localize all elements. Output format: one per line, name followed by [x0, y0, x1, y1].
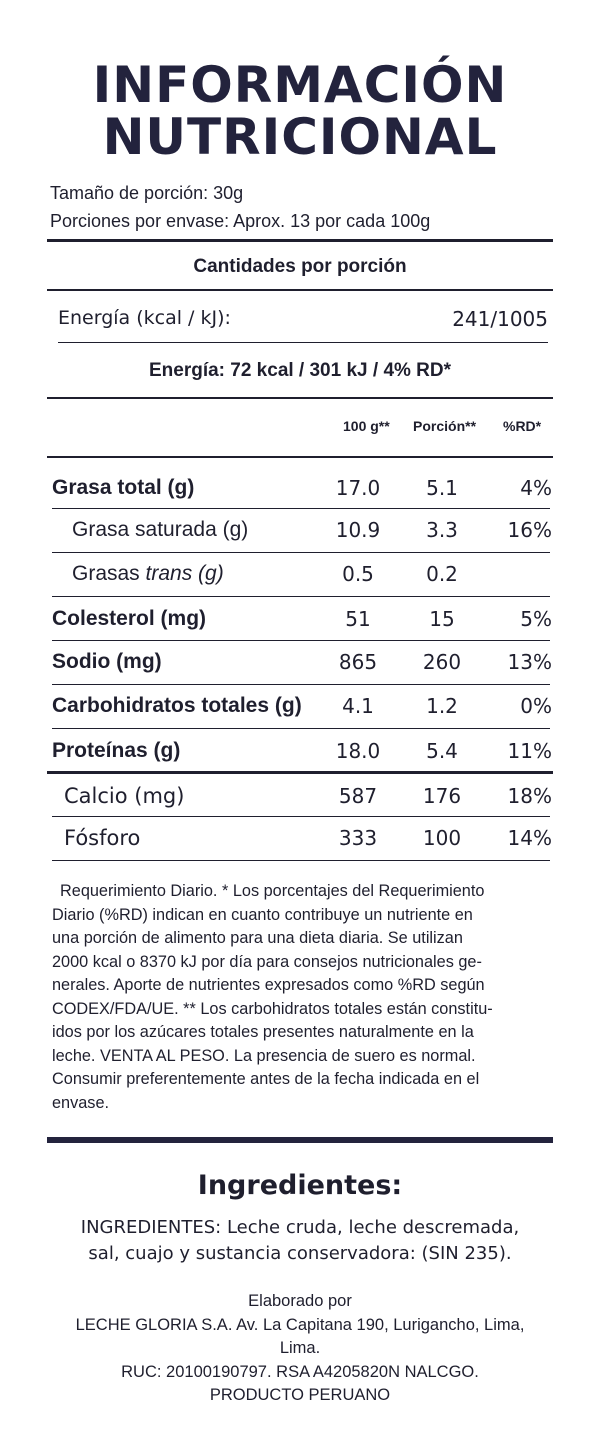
- value-per-portion: 15: [429, 607, 455, 631]
- value-per-100g: 17.0: [335, 476, 381, 500]
- disclaimer: Requerimiento Diario. * Los porcentajes …: [52, 880, 545, 1115]
- energy-label: Energía (kcal / kJ):: [58, 307, 231, 329]
- footer-line: LECHE GLORIA S.A. Av. La Capitana 190, L…: [75, 1315, 525, 1334]
- nutrient-row-carbohidratos: Carbohidratos totales (g) 4.1 1.2 0%: [52, 694, 552, 724]
- nutrient-name: Sodio (mg): [52, 650, 162, 673]
- ingredients-line: INGREDIENTES: Leche cruda, leche descrem…: [80, 1217, 520, 1238]
- divider-thin: [52, 728, 550, 729]
- column-header-rd: %RD*: [503, 418, 542, 434]
- nutrient-name: Carbohidratos totales (g): [52, 694, 302, 717]
- value-per-100g: 4.1: [342, 694, 374, 718]
- disclaimer-line: Diario (%RD) indican en cuanto contribuy…: [52, 905, 473, 924]
- disclaimer-line: una porción de alimento para una dieta d…: [52, 929, 463, 947]
- nutrient-row-fosforo: Fósforo 333 100 14%: [52, 826, 552, 856]
- nutrient-name: Calcio (mg): [64, 784, 185, 808]
- divider: [47, 456, 553, 458]
- footer-line: Lima.: [279, 1339, 321, 1357]
- footer-line: Elaborado por: [248, 1292, 352, 1310]
- nutrient-name: Grasas trans (g): [72, 562, 224, 586]
- divider-thin: [52, 816, 550, 817]
- energy-summary: Energía: 72 kcal / 301 kJ / 4% RD*: [148, 360, 452, 381]
- divider-thin: [52, 596, 550, 597]
- column-header-portion: Porción**: [413, 418, 477, 434]
- disclaimer-line: Requerimiento Diario. * Los porcentajes …: [60, 882, 485, 900]
- value-per-portion: 5.4: [426, 739, 458, 763]
- value-per-100g: 51: [345, 607, 371, 631]
- disclaimer-line: 2000 kcal o 8370 kJ por día para consejo…: [52, 952, 482, 971]
- nutrient-name: Grasa saturada (g): [72, 518, 249, 541]
- nutrient-row-colesterol: Colesterol (mg) 51 15 5%: [52, 607, 552, 637]
- value-per-100g: 333: [338, 826, 378, 850]
- nutrient-name: Fósforo: [64, 826, 141, 850]
- divider-thin: [52, 860, 550, 861]
- nutrient-row-grasa-saturada: Grasa saturada (g) 10.9 3.3 16%: [52, 518, 552, 548]
- nutrient-name: Proteínas (g): [52, 739, 181, 762]
- divider-thin: [52, 508, 550, 509]
- nutrient-name-main: Grasas: [72, 562, 146, 585]
- divider-thick: [47, 771, 553, 774]
- amounts-per-serving-header: Cantidades por porción: [193, 256, 407, 277]
- energy-value: 241/1005: [452, 307, 548, 331]
- disclaimer-line: envase.: [52, 1093, 110, 1112]
- value-per-100g: 865: [338, 650, 378, 674]
- label-title-line2: NUTRICIONAL: [102, 108, 498, 166]
- manufacturer-info: Elaborado por LECHE GLORIA S.A. Av. La C…: [50, 1290, 550, 1408]
- nutrient-row-sodio: Sodio (mg) 865 260 13%: [52, 650, 552, 680]
- value-per-portion: 3.3: [426, 518, 458, 542]
- value-per-portion: 100: [422, 826, 462, 850]
- ingredients-title: Ingredientes:: [197, 1170, 403, 1201]
- divider: [47, 397, 553, 399]
- divider-thin: [52, 552, 550, 553]
- divider-thick: [47, 1137, 553, 1143]
- disclaimer-line: CODEX/FDA/UE. ** Los carbohidratos total…: [52, 999, 493, 1018]
- value-per-100g: 587: [338, 784, 378, 808]
- value-per-portion: 0.2: [426, 562, 458, 586]
- value-rd: 18%: [507, 784, 552, 808]
- nutrient-name-italic: trans (g): [145, 562, 224, 585]
- value-per-100g: 10.9: [335, 518, 381, 542]
- value-rd: 14%: [507, 826, 552, 850]
- ingredients-line: sal, cuajo y sustancia conservadora: (SI…: [88, 1243, 512, 1264]
- value-per-portion: 176: [422, 784, 462, 808]
- nutrient-row-grasa-total: Grasa total (g) 17.0 5.1 4%: [52, 476, 552, 506]
- value-rd: 13%: [507, 650, 552, 674]
- divider-thin: [58, 342, 548, 343]
- disclaimer-line: nerales. Aporte de nutrientes expresados…: [52, 976, 485, 994]
- nutrient-name: Grasa total (g): [52, 476, 195, 499]
- disclaimer-line: Consumir preferentemente antes de la fec…: [52, 1070, 480, 1088]
- value-per-portion: 5.1: [426, 476, 458, 500]
- label-title-line1: INFORMACIÓN: [92, 56, 508, 114]
- value-rd: 11%: [507, 739, 552, 763]
- footer-line: RUC: 20100190797. RSA A4205820N NALCGO.: [121, 1362, 479, 1381]
- column-header-100g: 100 g**: [343, 418, 390, 434]
- ingredients-text: INGREDIENTES: Leche cruda, leche descrem…: [50, 1215, 550, 1267]
- nutrient-name: Colesterol (mg): [52, 607, 207, 630]
- nutrient-row-grasas-trans: Grasas trans (g) 0.5 0.2: [52, 562, 552, 592]
- divider-thick: [47, 239, 553, 242]
- divider-thin: [52, 684, 550, 685]
- value-per-portion: 260: [422, 650, 462, 674]
- serving-size: Tamaño de porción: 30g: [50, 183, 244, 203]
- nutrient-row-calcio: Calcio (mg) 587 176 18%: [52, 784, 552, 814]
- servings-per-container: Porciones por envase: Aprox. 13 por cada…: [50, 211, 431, 231]
- value-rd: 5%: [520, 607, 552, 631]
- disclaimer-line: leche. VENTA AL PESO. La presencia de su…: [52, 1046, 476, 1065]
- nutrient-row-proteinas: Proteínas (g) 18.0 5.4 11%: [52, 739, 552, 769]
- disclaimer-line: idos por los azúcares totales presentes …: [52, 1023, 474, 1041]
- value-per-100g: 18.0: [335, 739, 381, 763]
- value-rd: 0%: [520, 694, 552, 718]
- value-rd: 4%: [520, 476, 552, 500]
- value-rd: 16%: [507, 518, 552, 542]
- divider-thin: [52, 640, 550, 641]
- divider: [47, 289, 553, 291]
- value-per-portion: 1.2: [426, 694, 458, 718]
- footer-line: PRODUCTO PERUANO: [209, 1386, 391, 1404]
- value-per-100g: 0.5: [342, 562, 374, 586]
